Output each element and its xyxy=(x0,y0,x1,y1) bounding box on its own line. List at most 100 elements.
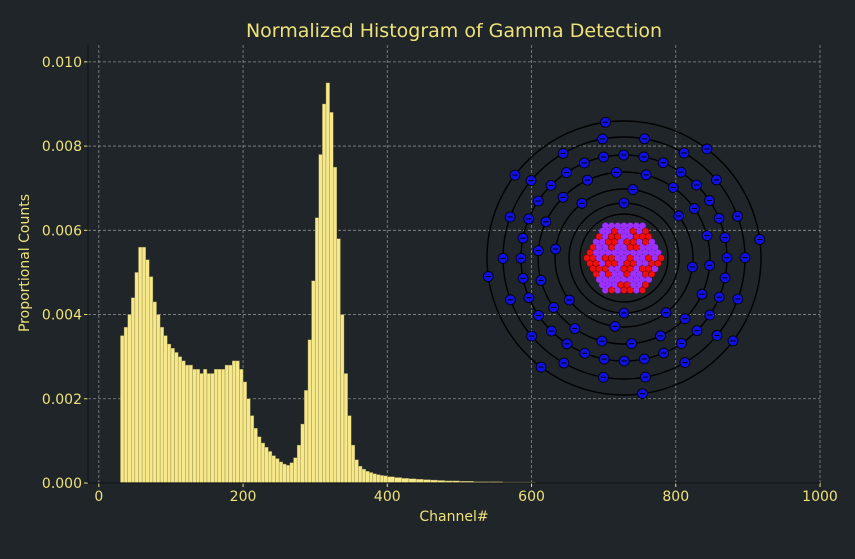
neutron xyxy=(626,233,634,240)
x-axis-label: Channel# xyxy=(419,509,488,525)
neutron xyxy=(620,233,628,240)
neutron xyxy=(605,281,612,289)
neutron xyxy=(614,222,622,230)
neutron xyxy=(626,276,634,283)
histogram-bar xyxy=(224,364,229,484)
histogram-bar xyxy=(311,280,316,484)
neutron xyxy=(636,249,643,256)
neutron xyxy=(614,243,622,251)
neutron xyxy=(636,227,643,235)
histogram-bar xyxy=(401,478,410,484)
neutron xyxy=(633,276,640,283)
histogram-bar xyxy=(163,335,168,484)
histogram-bar xyxy=(383,475,388,484)
histogram-bar xyxy=(343,373,348,484)
histogram-bar xyxy=(376,474,381,484)
histogram-bar xyxy=(239,369,244,484)
neutron xyxy=(592,238,600,246)
neutron xyxy=(636,281,643,289)
histogram-bar xyxy=(408,478,417,484)
histogram-bar xyxy=(372,473,377,484)
y-tick-label: 0.004 xyxy=(42,308,82,324)
histogram-bar xyxy=(127,314,132,484)
histogram-bar xyxy=(322,103,327,484)
neutron xyxy=(611,270,618,278)
neutron xyxy=(633,265,640,273)
y-axis-label: Proportional Counts xyxy=(17,194,33,332)
neutron xyxy=(614,265,622,273)
histogram-bar xyxy=(170,348,175,484)
histogram-bar xyxy=(268,451,273,484)
histogram-bar xyxy=(340,314,345,484)
histogram-bar xyxy=(289,462,294,484)
neutron xyxy=(602,276,609,283)
histogram-bar xyxy=(260,442,265,484)
neutron xyxy=(620,276,628,283)
proton xyxy=(645,232,653,241)
neutron xyxy=(602,286,609,294)
neutron xyxy=(605,227,612,235)
neutron xyxy=(595,254,603,262)
histogram-bar xyxy=(138,246,143,484)
histogram-bar xyxy=(275,458,280,484)
neutron xyxy=(639,243,646,251)
neutron xyxy=(620,243,628,251)
histogram-bar xyxy=(199,373,204,484)
histogram-bar xyxy=(181,360,186,484)
histogram-bar xyxy=(203,369,208,484)
neutron xyxy=(642,249,649,256)
histogram-bar xyxy=(174,352,179,484)
neutron xyxy=(614,286,622,294)
histogram-bar xyxy=(131,297,136,484)
histogram-bar xyxy=(394,477,402,484)
neutron xyxy=(599,270,606,278)
histogram-bar xyxy=(300,423,305,484)
neutron xyxy=(636,270,643,278)
histogram-bar xyxy=(246,398,251,484)
y-tick-label: 0.008 xyxy=(42,139,82,155)
neutron xyxy=(651,254,659,262)
neutron xyxy=(636,238,643,246)
histogram-bar xyxy=(296,444,301,484)
orbit-ring xyxy=(579,213,669,303)
neutron xyxy=(648,238,656,246)
neutron xyxy=(636,260,643,267)
histogram-bar xyxy=(379,475,384,484)
y-tick-label: 0.010 xyxy=(42,55,82,71)
histogram-bar xyxy=(221,369,226,484)
neutron xyxy=(608,276,615,283)
histogram-bar xyxy=(304,390,309,484)
neutron xyxy=(602,222,609,230)
histogram-bar xyxy=(336,238,341,484)
neutron xyxy=(645,243,653,251)
histogram-bar xyxy=(149,276,154,484)
neutron xyxy=(633,222,640,230)
histogram-bar xyxy=(253,428,258,484)
neutron xyxy=(599,249,606,256)
neutron xyxy=(630,281,637,289)
orbit-ring xyxy=(486,120,762,396)
neutron xyxy=(595,243,603,251)
neutron xyxy=(605,249,612,256)
neutron xyxy=(611,249,618,256)
proton xyxy=(648,270,656,278)
neutron xyxy=(595,276,603,283)
histogram-bar xyxy=(192,369,197,484)
histogram-bar xyxy=(354,459,359,484)
neutron xyxy=(651,243,659,251)
proton xyxy=(642,227,650,235)
histogram-bar xyxy=(134,272,139,484)
x-tick-label: 600 xyxy=(518,489,545,505)
histogram-bar xyxy=(152,301,157,484)
histogram-bar xyxy=(120,335,125,484)
histogram-bar xyxy=(156,314,161,484)
x-tick-label: 800 xyxy=(662,489,689,505)
y-tick-label: 0.000 xyxy=(42,476,82,492)
y-tick-label: 0.006 xyxy=(42,223,82,239)
proton xyxy=(657,254,665,262)
histogram-bar xyxy=(123,326,128,484)
histogram-bar xyxy=(217,369,222,484)
histogram-bar xyxy=(361,468,366,484)
histogram-bar xyxy=(232,360,237,484)
